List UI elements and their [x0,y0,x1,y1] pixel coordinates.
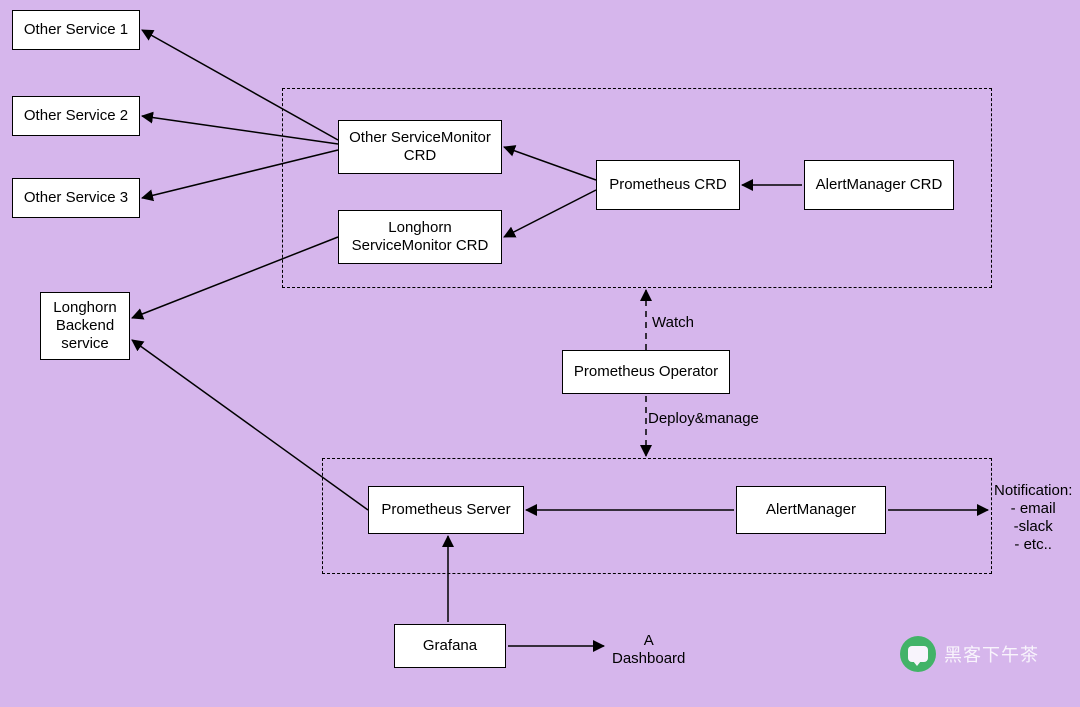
node-promcrd: Prometheus CRD [596,160,740,210]
label-dash: A Dashboard [612,632,685,668]
node-amcrd: AlertManager CRD [804,160,954,210]
watermark: 黑客下午茶 [900,636,1039,672]
label-notif: Notification: - email -slack - etc.. [994,482,1072,554]
node-promop: Prometheus Operator [562,350,730,394]
node-promsrv: Prometheus Server [368,486,524,534]
node-osm: Other ServiceMonitor CRD [338,120,502,174]
label-watch: Watch [652,314,694,332]
watermark-text: 黑客下午茶 [944,641,1039,667]
label-deploy: Deploy&manage [648,410,759,428]
wechat-icon [900,636,936,672]
node-lhsm: Longhorn ServiceMonitor CRD [338,210,502,264]
node-lhbesvc: Longhorn Backend service [40,292,130,360]
diagram-canvas: Other Service 1 Other Service 2 Other Serv… [0,0,1080,707]
node-svc1: Other Service 1 [12,10,140,50]
node-svc3: Other Service 3 [12,178,140,218]
node-am: AlertManager [736,486,886,534]
node-grafana: Grafana [394,624,506,668]
node-svc2: Other Service 2 [12,96,140,136]
